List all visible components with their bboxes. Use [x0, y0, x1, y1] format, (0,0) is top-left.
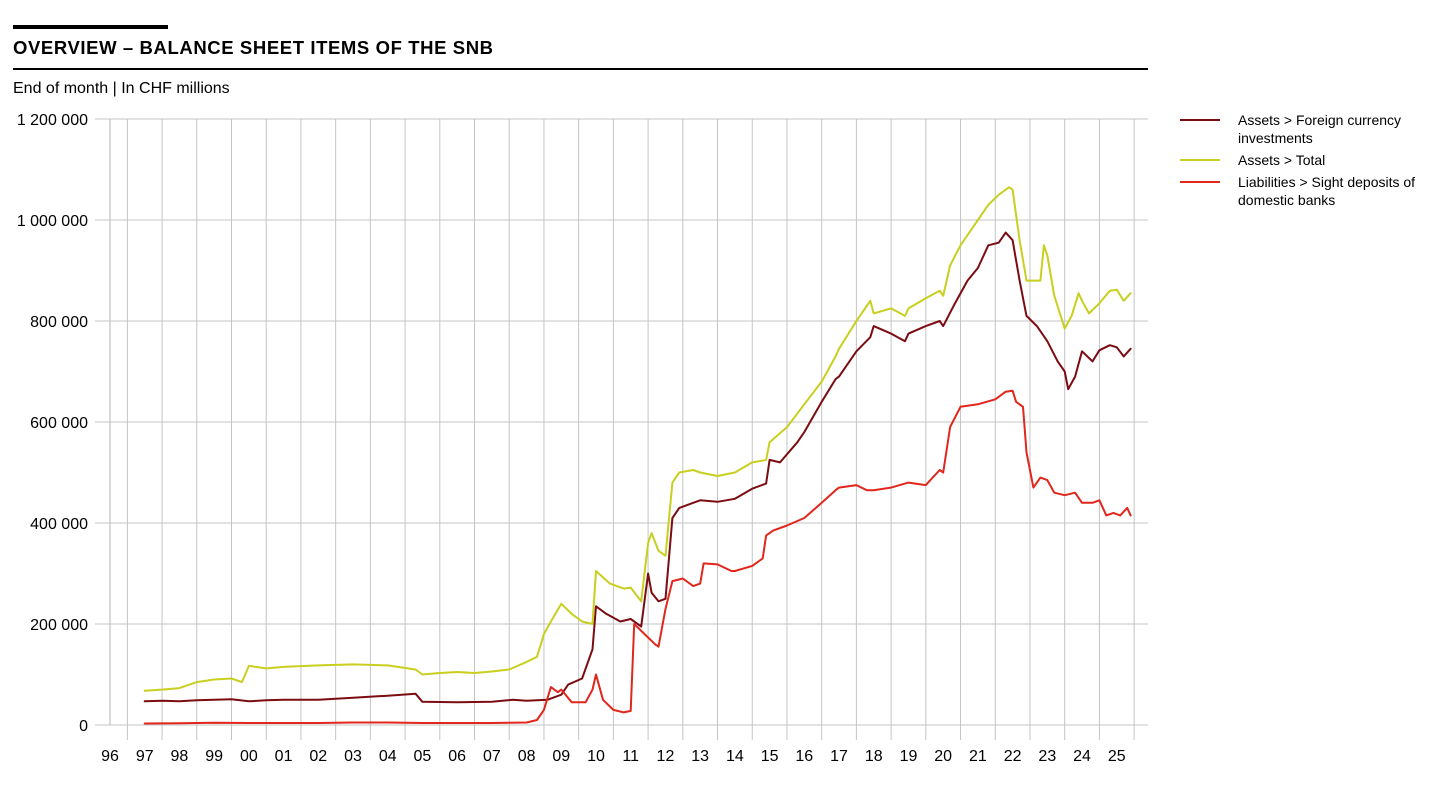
legend-item-total-assets: Assets > Total: [1180, 151, 1450, 169]
legend-item-foreign-currency: Assets > Foreign currency investments: [1180, 111, 1450, 147]
x-tick-label: 99: [205, 748, 223, 765]
x-tick-label: 14: [726, 748, 744, 765]
legend-label-foreign-currency: Assets > Foreign currency investments: [1238, 112, 1402, 146]
chart-subtitle: End of month | In CHF millions: [13, 80, 230, 97]
x-tick-label: 09: [552, 748, 570, 765]
x-tick-label: 04: [379, 748, 397, 765]
x-tick-label: 02: [309, 748, 327, 765]
x-tick-label: 08: [518, 748, 536, 765]
x-tick-label: 18: [865, 748, 883, 765]
line-chart: 0 200 000 400 000 600 000 800 000 1 000 000 1 …: [17, 112, 1148, 765]
x-tick-label: 11: [622, 748, 639, 765]
x-tick-label: 03: [344, 748, 362, 765]
x-tick-label: 13: [691, 748, 709, 765]
x-tick-label: 05: [414, 748, 432, 765]
x-tick-label: 96: [101, 748, 119, 765]
x-tick-label: 06: [448, 748, 466, 765]
y-tick-label: 400 000: [30, 516, 88, 533]
title-divider: [13, 68, 1148, 70]
x-tick-label: 16: [795, 748, 813, 765]
x-tick-label: 17: [830, 748, 848, 765]
x-tick-label: 98: [171, 748, 189, 765]
legend-label-sight-deposits: Liabilities > Sight deposits of domestic…: [1238, 174, 1416, 208]
chart-legend: Assets > Foreign currency investments As…: [1180, 111, 1450, 213]
x-tick-label: 20: [934, 748, 952, 765]
x-tick-label: 15: [761, 748, 779, 765]
x-tick-label: 00: [240, 748, 258, 765]
y-tick-label: 200 000: [30, 617, 88, 634]
legend-label-total-assets: Assets > Total: [1238, 152, 1326, 168]
x-tick-label: 25: [1108, 748, 1126, 765]
y-tick-label: 800 000: [30, 314, 88, 331]
x-tick-label: 22: [1004, 748, 1022, 765]
series-line-1: [143, 231, 1132, 704]
x-tick-label: 19: [900, 748, 918, 765]
legend-swatch-sight-deposits: [1180, 181, 1220, 183]
x-tick-label: 01: [275, 748, 293, 765]
x-tick-label: 24: [1073, 748, 1091, 765]
legend-item-sight-deposits: Liabilities > Sight deposits of domestic…: [1180, 173, 1450, 209]
legend-swatch-total-assets: [1180, 159, 1220, 161]
y-tick-label: 0: [79, 718, 88, 735]
title-accent-bar: [13, 25, 168, 29]
x-tick-label: 10: [587, 748, 605, 765]
y-tick-label: 600 000: [30, 415, 88, 432]
x-tick-label: 97: [136, 748, 154, 765]
x-tick-label: 21: [969, 748, 987, 765]
x-tick-label: 23: [1038, 748, 1056, 765]
y-tick-label: 1 000 000: [17, 213, 88, 230]
legend-swatch-foreign-currency: [1180, 119, 1220, 121]
x-tick-label: 07: [483, 748, 501, 765]
x-tick-label: 12: [657, 748, 675, 765]
chart-title: OVERVIEW – BALANCE SHEET ITEMS OF THE SN…: [13, 37, 494, 58]
y-tick-label: 1 200 000: [17, 112, 88, 129]
series-line-3: [143, 389, 1132, 725]
series-line-2: [143, 186, 1132, 692]
